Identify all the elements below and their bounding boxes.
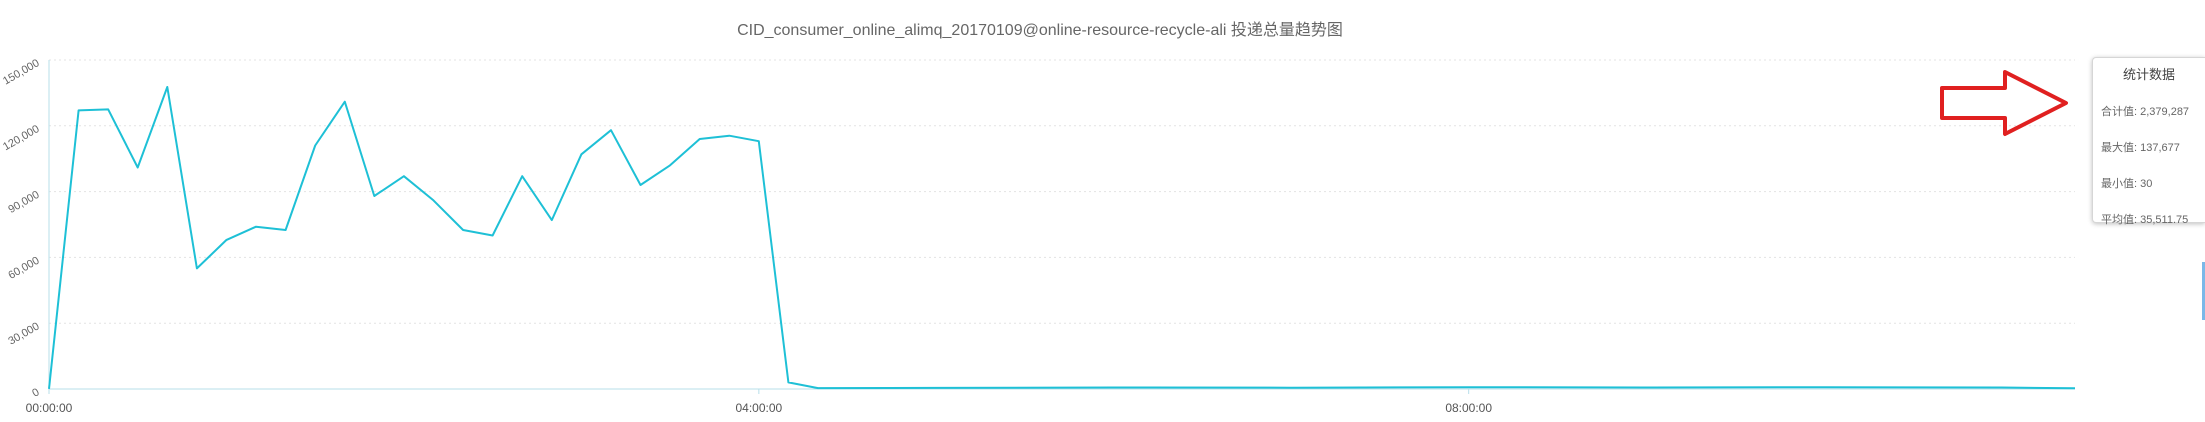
x-tick-label: 04:00:00: [735, 401, 782, 415]
series-line: [48, 86, 2076, 390]
x-tick-label: 00:00:00: [26, 401, 73, 415]
stat-total: 合计值: 2,379,287: [2101, 106, 2190, 118]
scrollbar-handle[interactable]: [2202, 262, 2205, 320]
y-tick-label: 30,000: [6, 320, 41, 347]
red-arrow-annotation: [1940, 70, 2068, 136]
axes: [48, 60, 2075, 390]
y-tick-label: 120,000: [1, 123, 41, 153]
stat-max: 最大值: 137,677: [2101, 142, 2180, 154]
y-tick-label: 150,000: [1, 57, 41, 87]
stat-average: 平均值: 35,511.75: [2101, 214, 2189, 226]
series-group: [48, 86, 2076, 390]
x-axis-ticks: 00:00:00 04:00:00 08:00:00: [26, 389, 1492, 415]
y-tick-label: 0: [30, 386, 41, 399]
chart-title: CID_consumer_online_alimq_20170109@onlin…: [737, 22, 1343, 39]
trend-chart: 0 30,000 60,000 90,000 120,000 150,000 00:00:…: [1, 57, 2076, 415]
statistics-title: 统计数据: [2122, 67, 2175, 82]
statistics-panel: 统计数据 合计值: 2,379,287 最大值: 137,677 最小值: 30…: [2092, 57, 2205, 226]
y-tick-label: 60,000: [6, 255, 41, 282]
y-tick-label: 90,000: [6, 189, 41, 216]
grid-lines: [49, 59, 2075, 324]
x-tick-label: 08:00:00: [1445, 401, 1492, 415]
stat-min: 最小值: 30: [2101, 178, 2153, 190]
y-axis-ticks: 0 30,000 60,000 90,000 120,000 150,000: [1, 57, 41, 399]
